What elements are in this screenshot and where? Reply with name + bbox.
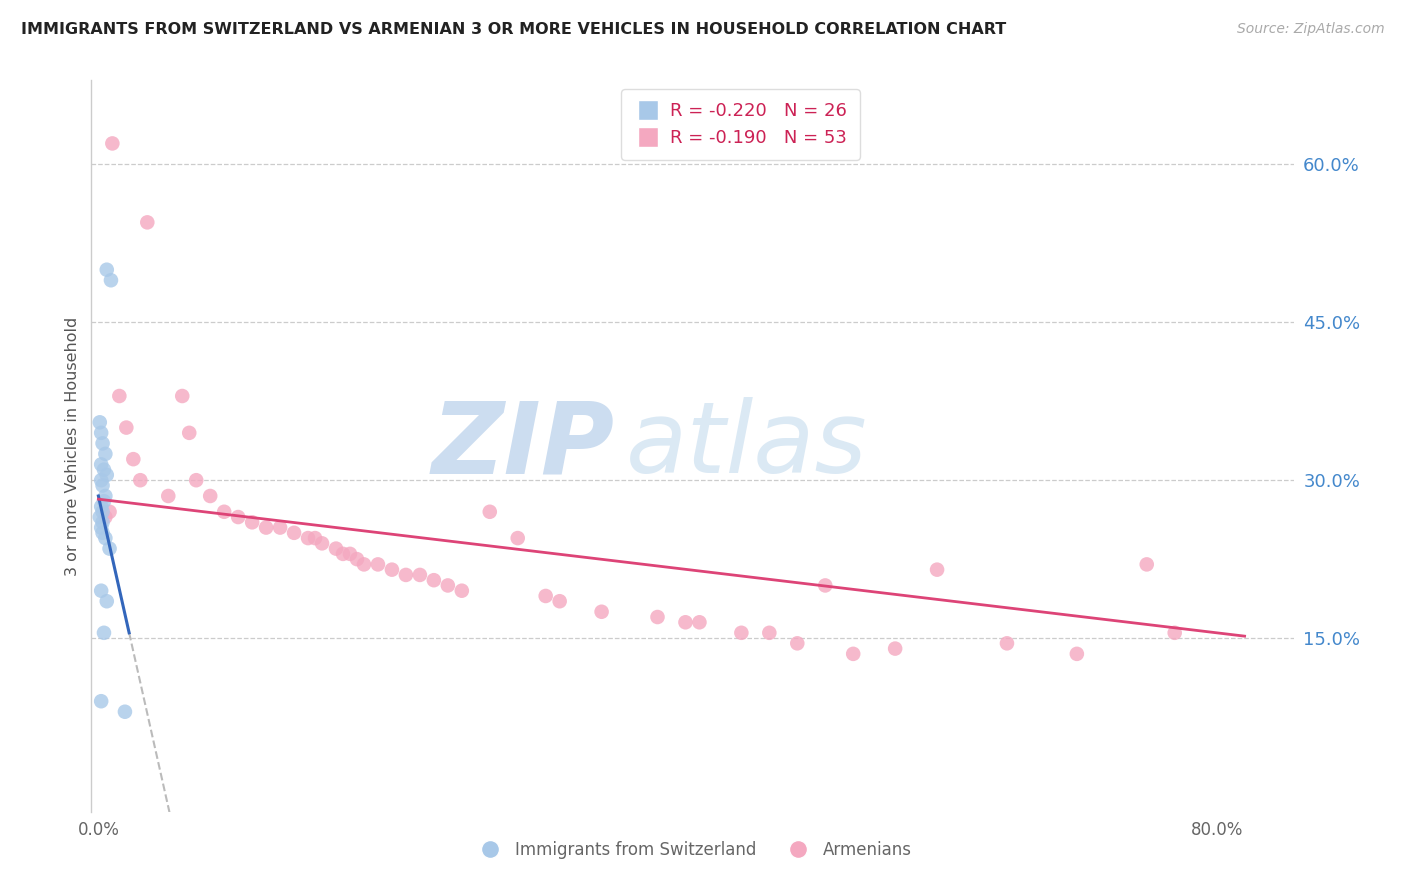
Point: [353, 558, 375, 572]
Point: [90, 458, 112, 472]
Point: [297, 531, 319, 545]
Point: [325, 541, 347, 556]
Point: [96, 467, 118, 482]
Point: [884, 641, 907, 656]
Point: [93, 625, 115, 640]
Point: [172, 389, 194, 403]
Point: [534, 589, 557, 603]
Point: [367, 558, 389, 572]
Point: [226, 510, 249, 524]
Point: [995, 636, 1018, 650]
Legend: Immigrants from Switzerland, Armenians: Immigrants from Switzerland, Armenians: [467, 834, 918, 865]
Point: [89, 415, 111, 429]
Point: [1163, 625, 1185, 640]
Point: [814, 578, 837, 592]
Point: [90, 500, 112, 514]
Point: [786, 636, 808, 650]
Point: [93, 494, 115, 508]
Point: [548, 594, 571, 608]
Point: [90, 425, 112, 440]
Point: [254, 520, 277, 534]
Point: [381, 563, 404, 577]
Point: [730, 625, 752, 640]
Point: [409, 568, 432, 582]
Point: [122, 452, 145, 467]
Point: [647, 610, 669, 624]
Point: [100, 273, 122, 287]
Point: [90, 694, 112, 708]
Point: [94, 447, 117, 461]
Point: [96, 262, 118, 277]
Point: [311, 536, 333, 550]
Point: [136, 215, 159, 229]
Text: IMMIGRANTS FROM SWITZERLAND VS ARMENIAN 3 OR MORE VEHICLES IN HOUSEHOLD CORRELAT: IMMIGRANTS FROM SWITZERLAND VS ARMENIAN …: [21, 22, 1007, 37]
Point: [240, 516, 263, 530]
Point: [94, 510, 117, 524]
Point: [91, 525, 114, 540]
Point: [89, 510, 111, 524]
Point: [101, 136, 124, 151]
Point: [93, 463, 115, 477]
Point: [98, 541, 121, 556]
Point: [91, 436, 114, 450]
Point: [478, 505, 501, 519]
Point: [269, 520, 291, 534]
Text: Source: ZipAtlas.com: Source: ZipAtlas.com: [1237, 22, 1385, 37]
Point: [506, 531, 529, 545]
Text: ZIP: ZIP: [432, 398, 614, 494]
Point: [115, 420, 138, 434]
Point: [129, 473, 152, 487]
Point: [450, 583, 472, 598]
Point: [91, 478, 114, 492]
Point: [186, 473, 208, 487]
Point: [688, 615, 710, 630]
Point: [283, 525, 305, 540]
Point: [1136, 558, 1159, 572]
Point: [591, 605, 613, 619]
Point: [91, 505, 114, 519]
Point: [90, 583, 112, 598]
Point: [94, 489, 117, 503]
Point: [90, 473, 112, 487]
Point: [437, 578, 460, 592]
Point: [332, 547, 354, 561]
Point: [94, 531, 117, 545]
Point: [212, 505, 235, 519]
Point: [108, 389, 131, 403]
Point: [98, 505, 121, 519]
Point: [395, 568, 418, 582]
Point: [179, 425, 201, 440]
Point: [304, 531, 326, 545]
Point: [423, 573, 446, 587]
Point: [157, 489, 180, 503]
Point: [339, 547, 361, 561]
Point: [96, 594, 118, 608]
Point: [200, 489, 222, 503]
Point: [925, 563, 948, 577]
Point: [114, 705, 136, 719]
Point: [91, 516, 114, 530]
Point: [90, 520, 112, 534]
Point: [675, 615, 697, 630]
Point: [346, 552, 368, 566]
Point: [842, 647, 865, 661]
Text: atlas: atlas: [626, 398, 868, 494]
Point: [758, 625, 780, 640]
Point: [1066, 647, 1088, 661]
Y-axis label: 3 or more Vehicles in Household: 3 or more Vehicles in Household: [65, 317, 80, 575]
